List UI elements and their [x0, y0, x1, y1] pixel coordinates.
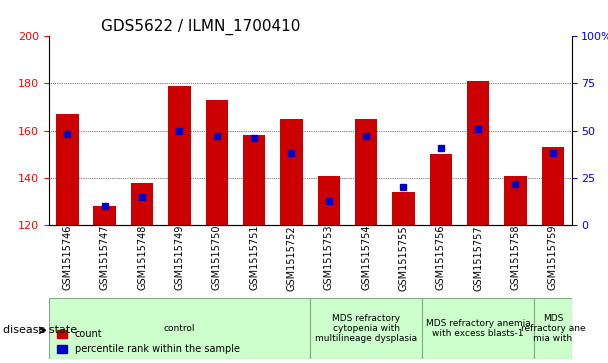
Bar: [542, 147, 564, 225]
Text: GSM1515755: GSM1515755: [398, 225, 409, 290]
Text: MDS
refractory ane
mia with: MDS refractory ane mia with: [520, 314, 585, 343]
Bar: [467, 81, 489, 225]
Bar: [168, 86, 190, 225]
Bar: [317, 175, 340, 225]
Text: GSM1515750: GSM1515750: [212, 225, 222, 290]
Text: GSM1515751: GSM1515751: [249, 225, 259, 290]
Bar: [206, 100, 228, 225]
FancyBboxPatch shape: [534, 298, 572, 359]
Text: GSM1515756: GSM1515756: [436, 225, 446, 290]
FancyBboxPatch shape: [49, 298, 310, 359]
Bar: [392, 192, 415, 225]
Text: GSM1515753: GSM1515753: [323, 225, 334, 290]
Bar: [131, 183, 153, 225]
Text: MDS refractory
cytopenia with
multilineage dysplasia: MDS refractory cytopenia with multilinea…: [315, 314, 417, 343]
Bar: [56, 114, 78, 225]
Bar: [355, 119, 378, 225]
Bar: [280, 119, 303, 225]
FancyBboxPatch shape: [422, 298, 534, 359]
Text: GSM1515757: GSM1515757: [473, 225, 483, 290]
Text: GSM1515758: GSM1515758: [511, 225, 520, 290]
Text: GSM1515746: GSM1515746: [62, 225, 72, 290]
Text: GSM1515759: GSM1515759: [548, 225, 558, 290]
Text: GSM1515754: GSM1515754: [361, 225, 371, 290]
Text: GDS5622 / ILMN_1700410: GDS5622 / ILMN_1700410: [101, 19, 300, 35]
Bar: [94, 206, 116, 225]
Text: GSM1515752: GSM1515752: [286, 225, 297, 290]
Text: GSM1515748: GSM1515748: [137, 225, 147, 290]
Text: GSM1515749: GSM1515749: [174, 225, 184, 290]
Bar: [430, 154, 452, 225]
Bar: [243, 135, 265, 225]
Text: disease state: disease state: [3, 325, 77, 335]
Legend: count, percentile rank within the sample: count, percentile rank within the sample: [54, 326, 244, 358]
Bar: [504, 175, 527, 225]
Text: GSM1515747: GSM1515747: [100, 225, 109, 290]
Text: MDS refractory anemia
with excess blasts-1: MDS refractory anemia with excess blasts…: [426, 319, 531, 338]
FancyBboxPatch shape: [310, 298, 422, 359]
Text: control: control: [164, 324, 195, 333]
